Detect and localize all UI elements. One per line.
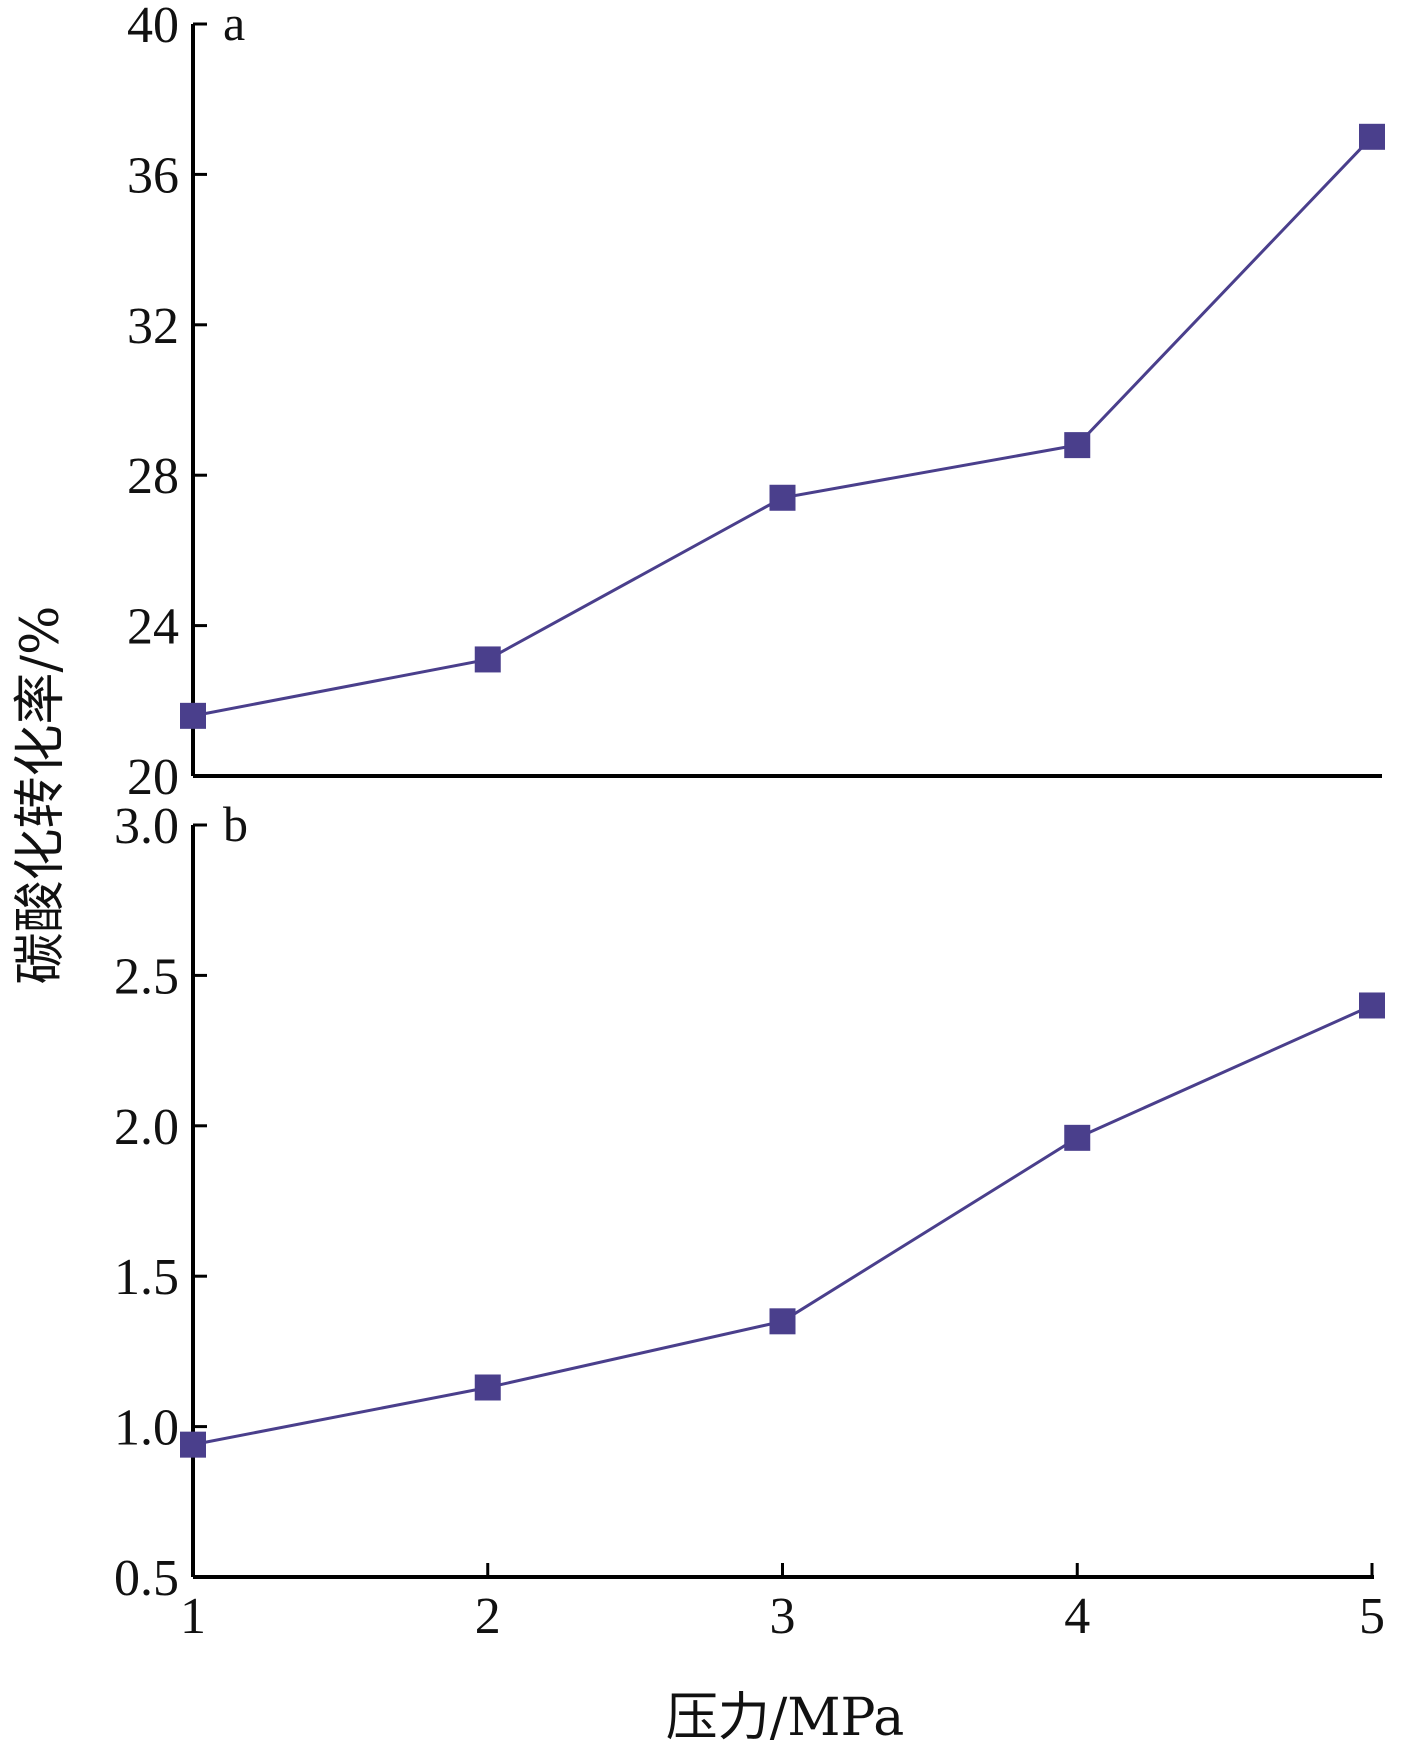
panel-a-label: a <box>223 0 245 51</box>
panel-b-data-point <box>180 1431 206 1458</box>
panel-a-data-point <box>474 646 501 673</box>
panel-a-data-point <box>1064 432 1091 459</box>
x-tick-label: 4 <box>1064 1588 1090 1645</box>
panel-a-y-tick-label: 32 <box>127 298 179 355</box>
x-tick-label: 3 <box>770 1588 796 1645</box>
panel-a-y-tick-label: 40 <box>127 0 179 54</box>
panel-b-y-tick-label: 1.5 <box>114 1249 179 1306</box>
panel-a-y-tick-label: 24 <box>127 599 179 656</box>
panel-a-y-tick-label: 20 <box>127 749 179 806</box>
x-tick-label: 2 <box>475 1588 501 1645</box>
panel-b-y-tick-label: 3.0 <box>114 798 179 855</box>
panel-b-data-point <box>474 1374 501 1401</box>
panel-b-data-point <box>1359 992 1385 1019</box>
panel-a-y-tick-label: 36 <box>127 147 179 204</box>
panel-a-data-point <box>1359 123 1385 150</box>
panel-b-data-point <box>769 1308 796 1335</box>
panel-b-y-tick-label: 1.0 <box>114 1400 179 1457</box>
panel-b-data-point <box>1064 1124 1091 1151</box>
x-tick-label: 5 <box>1359 1588 1385 1645</box>
panel-a-data-point <box>769 484 796 511</box>
panel-b-y-tick-label: 2.0 <box>114 1099 179 1156</box>
panel-b-y-tick-label: 0.5 <box>114 1550 179 1607</box>
series-layer <box>180 123 1385 1458</box>
x-axis-title: 压力/MPa <box>666 1688 904 1748</box>
panel-b-label: b <box>223 796 248 852</box>
panel-b-y-tick-label: 2.5 <box>114 948 179 1005</box>
y-axis-title: 碳酸化转化率/% <box>11 606 71 985</box>
x-tick-label: 1 <box>180 1588 206 1645</box>
panel-b-series-line <box>192 1004 1373 1447</box>
axes-layer: 20 24 28 32 36 40 a 0.5 1.0 1.5 2.0 2.5 3.0 b 1 2 3 4 5 <box>114 0 1385 1645</box>
panel-a-data-point <box>180 702 206 729</box>
panel-a-series-line <box>192 135 1374 718</box>
panel-a-y-tick-label: 28 <box>127 448 179 505</box>
